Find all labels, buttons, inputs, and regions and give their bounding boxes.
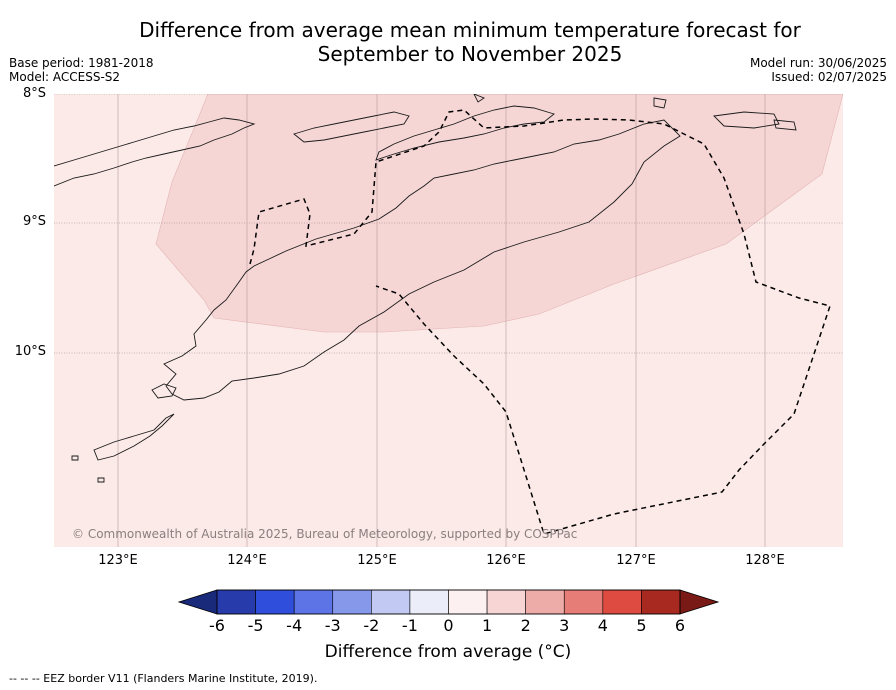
- title-line-2: September to November 2025: [317, 42, 623, 66]
- lon-label-124e: 124°E: [227, 553, 267, 568]
- colorbar-tick-label: -2: [363, 616, 380, 635]
- colorbar-segment: [563, 589, 604, 615]
- colorbar-segment: [641, 589, 681, 615]
- colorbar-segment: [371, 589, 411, 615]
- island-east-1: [653, 97, 667, 109]
- colorbar-tick-label: 1: [481, 616, 493, 635]
- colorbar-tick-label: 0: [443, 616, 454, 635]
- colorbar-frame: [216, 589, 681, 615]
- colorbar: [178, 589, 719, 615]
- colorbar-tick-label: 2: [520, 616, 531, 635]
- lon-label-126e: 126°E: [486, 553, 526, 568]
- alor-coastline: [293, 111, 410, 143]
- small-island-3: [473, 94, 485, 103]
- small-island-2: [97, 477, 105, 483]
- map-gridlines: [54, 94, 843, 547]
- eez-footnote: -- -- -- EEZ border V11 (Flanders Marine…: [9, 672, 318, 685]
- timor-coastline: [163, 119, 681, 401]
- colorbar-tick-label: -5: [247, 616, 264, 635]
- rote-coastline: [151, 383, 177, 399]
- copyright-text: © Commonwealth of Australia 2025, Bureau…: [72, 527, 577, 541]
- meta-right: Model run: 30/06/2025 Issued: 02/07/2025: [750, 56, 887, 84]
- colorbar-under-arrow: [178, 589, 218, 615]
- colorbar-tick-label: 3: [559, 616, 570, 635]
- coastlines: [54, 94, 797, 483]
- wetar-coastline: [375, 105, 555, 161]
- savu-coastline: [93, 413, 175, 461]
- lat-label-9s: 9°S: [22, 214, 46, 229]
- base-period-text: Base period: 1981-2018: [9, 56, 154, 70]
- colorbar-segment: [486, 589, 526, 615]
- island-east-3: [773, 119, 797, 131]
- colorbar-tick-label: 6: [674, 616, 686, 635]
- colorbar-segment: [448, 589, 488, 615]
- model-run-text: Model run: 30/06/2025: [749, 56, 887, 70]
- colorbar-segment: [525, 589, 565, 615]
- colorbar-segment: [255, 589, 295, 615]
- meta-left: Base period: 1981-2018 Model: ACCESS-S2: [9, 56, 154, 84]
- issued-text: Issued: 02/07/2025: [771, 70, 887, 84]
- island-east-2: [713, 111, 780, 129]
- lon-label-125e: 125°E: [357, 553, 397, 568]
- model-text: Model: ACCESS-S2: [9, 70, 121, 84]
- colorbar-over-arrow: [679, 589, 719, 615]
- colorbar-tick-label: -3: [324, 616, 341, 635]
- colorbar-tick-label: 5: [636, 616, 647, 635]
- colorbar-segment: [409, 589, 449, 615]
- colorbar-segments: [216, 589, 681, 615]
- lon-label-127e: 127°E: [616, 553, 656, 568]
- colorbar-tick-label: 4: [597, 616, 608, 635]
- colorbar-segment: [216, 589, 256, 615]
- lat-label-10s: 10°S: [14, 344, 46, 359]
- lat-label-8s: 8°S: [22, 86, 46, 101]
- map-panel: © Commonwealth of Australia 2025, Bureau…: [54, 94, 843, 547]
- small-island-1: [71, 455, 79, 461]
- colorbar-label: Difference from average (°C): [324, 642, 572, 662]
- colorbar-segment: [332, 589, 372, 615]
- map-title: Difference from average mean minimum tem…: [0, 18, 896, 66]
- colorbar-tick-label: -1: [401, 616, 418, 635]
- lon-label-128e: 128°E: [745, 553, 785, 568]
- colorbar-segment: [293, 589, 334, 615]
- title-line-1: Difference from average mean minimum tem…: [139, 18, 801, 42]
- colorbar-tick-label: -4: [286, 616, 303, 635]
- flores-alor-coastline: [54, 117, 256, 187]
- colorbar-segment: [602, 589, 642, 615]
- lon-label-123e: 123°E: [98, 553, 138, 568]
- anomaly-region: [155, 94, 843, 333]
- colorbar-tick-label: -6: [209, 616, 225, 635]
